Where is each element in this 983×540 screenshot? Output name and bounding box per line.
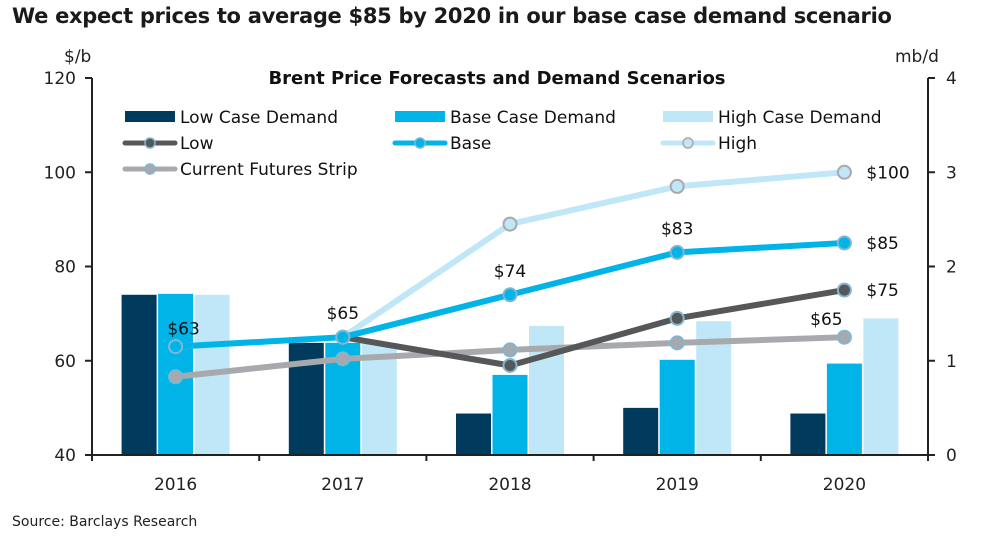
legend-label: Base Case Demand	[450, 108, 616, 128]
marker-high	[502, 216, 518, 232]
data-label: $63	[167, 320, 199, 340]
bar-low-case-demand	[456, 413, 491, 455]
data-label: $65	[810, 310, 842, 330]
legend-swatch-base-case-demand	[395, 111, 445, 122]
marker-base	[836, 235, 852, 251]
marker-current-futures-strip	[168, 369, 184, 385]
legend-label: High Case Demand	[718, 108, 882, 128]
marker-base	[502, 287, 518, 303]
marker-current-futures-strip	[669, 335, 685, 351]
legend-label: High	[718, 134, 757, 154]
marker-base	[669, 244, 685, 260]
right-tick-label: 2	[946, 258, 957, 278]
marker-current-futures-strip	[335, 351, 351, 367]
x-tick-label: 2020	[823, 475, 866, 495]
right-tick-label: 0	[946, 446, 957, 466]
line-low	[342, 287, 845, 369]
source-note: Source: Barclays Research	[12, 514, 198, 530]
right-axis-label: mb/d	[895, 47, 939, 67]
marker-current-futures-strip	[502, 342, 518, 358]
data-label: $65	[327, 304, 359, 324]
x-tick-label: 2017	[321, 475, 364, 495]
bar-low-case-demand	[121, 294, 157, 455]
legend-label: Current Futures Strip	[180, 160, 358, 180]
bar-low-case-demand	[790, 413, 826, 455]
marker-high	[669, 178, 685, 194]
data-label: $74	[494, 262, 526, 282]
legend-marker	[682, 137, 694, 149]
bar-base-case-demand	[659, 359, 695, 455]
legend-label: Low	[180, 134, 214, 154]
marker-base	[335, 329, 351, 345]
headline: We expect prices to average $85 by 2020 …	[12, 4, 892, 28]
legend-swatch-low-case-demand	[125, 111, 175, 122]
chart-title: Brent Price Forecasts and Demand Scenari…	[268, 68, 725, 89]
x-tick-label: 2019	[656, 475, 699, 495]
bar-base-case-demand	[492, 374, 528, 455]
data-label: $75	[866, 281, 898, 301]
marker-high	[836, 164, 852, 180]
right-tick-label: 1	[946, 352, 957, 372]
left-tick-label: 100	[44, 163, 76, 183]
left-axis-label: $/b	[64, 47, 91, 67]
legend-label: Base	[450, 134, 491, 154]
legend-marker	[144, 137, 156, 149]
data-label: $85	[866, 234, 898, 254]
x-tick-label: 2016	[154, 475, 197, 495]
right-tick-label: 4	[946, 69, 957, 89]
bar-high-case-demand	[863, 318, 899, 455]
legend-marker	[144, 163, 156, 175]
bar-high-case-demand	[361, 342, 397, 455]
data-label: $100	[866, 163, 909, 183]
left-tick-label: 120	[44, 69, 76, 89]
marker-low	[502, 357, 518, 373]
marker-current-futures-strip	[836, 329, 852, 345]
marker-low	[836, 282, 852, 298]
marker-low	[669, 310, 685, 326]
legend-marker	[414, 137, 426, 149]
line-high	[175, 169, 845, 350]
legend-swatch-high-case-demand	[663, 111, 713, 122]
x-tick-label: 2018	[488, 475, 531, 495]
right-tick-label: 3	[946, 163, 957, 183]
legend-label: Low Case Demand	[180, 108, 338, 128]
marker-base	[168, 339, 184, 355]
bar-low-case-demand	[623, 407, 659, 455]
left-tick-label: 40	[54, 446, 76, 466]
left-tick-label: 80	[54, 258, 76, 278]
bar-base-case-demand	[826, 363, 862, 455]
data-label: $83	[661, 219, 693, 239]
left-tick-label: 60	[54, 352, 76, 372]
